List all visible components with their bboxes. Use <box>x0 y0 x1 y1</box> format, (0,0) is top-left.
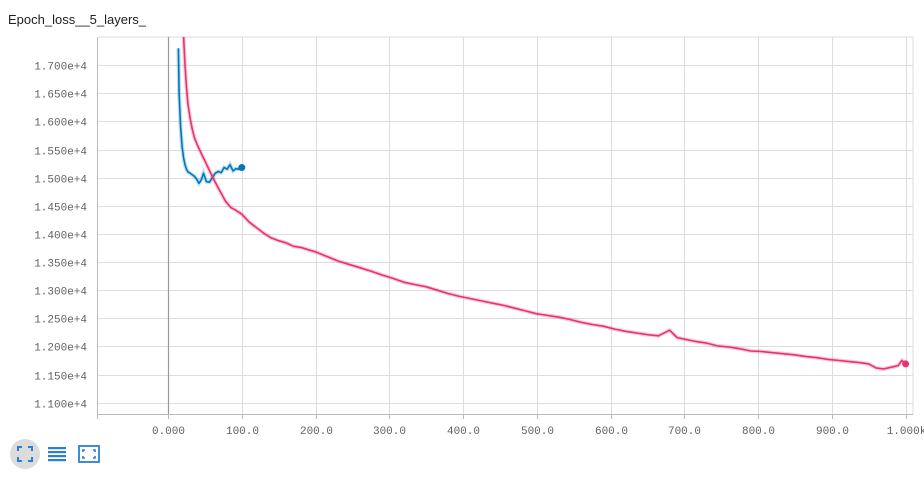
x-tick-label: 0.000 <box>152 426 185 438</box>
x-tick-label: 500.0 <box>521 426 554 438</box>
y-tick-label: 1.100e+4 <box>34 400 87 412</box>
y-tick-label: 1.350e+4 <box>34 259 87 271</box>
list-icon <box>48 447 66 462</box>
fit-to-data-icon <box>17 446 33 462</box>
chart-title: Epoch_loss__5_layers_ <box>8 12 147 27</box>
series-layer <box>176 37 910 372</box>
x-tick-label: 200.0 <box>300 426 333 438</box>
x-tick-label: 100.0 <box>226 426 259 438</box>
x-tick-label: 400.0 <box>447 426 480 438</box>
series-0-line <box>177 48 243 185</box>
x-tick-label: 300.0 <box>373 426 406 438</box>
expand-chart-button[interactable] <box>74 439 104 469</box>
x-tick-label: 900.0 <box>816 426 849 438</box>
x-tick-label: 800.0 <box>742 426 775 438</box>
axes <box>97 37 913 419</box>
y-tick-label: 1.700e+4 <box>34 62 87 74</box>
series-1-line <box>182 37 907 370</box>
series-0-last-point <box>238 164 246 172</box>
y-tick-label: 1.650e+4 <box>34 90 87 102</box>
toggle-log-button[interactable] <box>42 439 72 469</box>
x-tick-label: 1.000k <box>887 426 924 438</box>
tick-labels: 1.100e+4 1.150e+4 1.200e+4 1.250e+4 1.300e+4… <box>34 62 924 439</box>
series-1-last-point <box>902 360 910 368</box>
y-tick-label: 1.200e+4 <box>34 343 87 355</box>
x-tick-label: 700.0 <box>668 426 701 438</box>
chart-toolbar <box>10 438 106 470</box>
series-1-halo <box>181 37 907 372</box>
fit-domain-button[interactable] <box>10 439 40 469</box>
y-tick-label: 1.450e+4 <box>34 203 87 215</box>
y-tick-label: 1.600e+4 <box>34 118 87 130</box>
y-tick-label: 1.150e+4 <box>34 372 87 384</box>
y-tick-label: 1.300e+4 <box>34 287 87 299</box>
y-tick-label: 1.500e+4 <box>34 175 87 187</box>
y-tick-label: 1.400e+4 <box>34 231 87 243</box>
x-tick-label: 600.0 <box>595 426 628 438</box>
grid <box>98 36 914 414</box>
y-tick-label: 1.250e+4 <box>34 315 87 327</box>
y-tick-label: 1.550e+4 <box>34 147 87 159</box>
expand-icon <box>78 445 100 463</box>
